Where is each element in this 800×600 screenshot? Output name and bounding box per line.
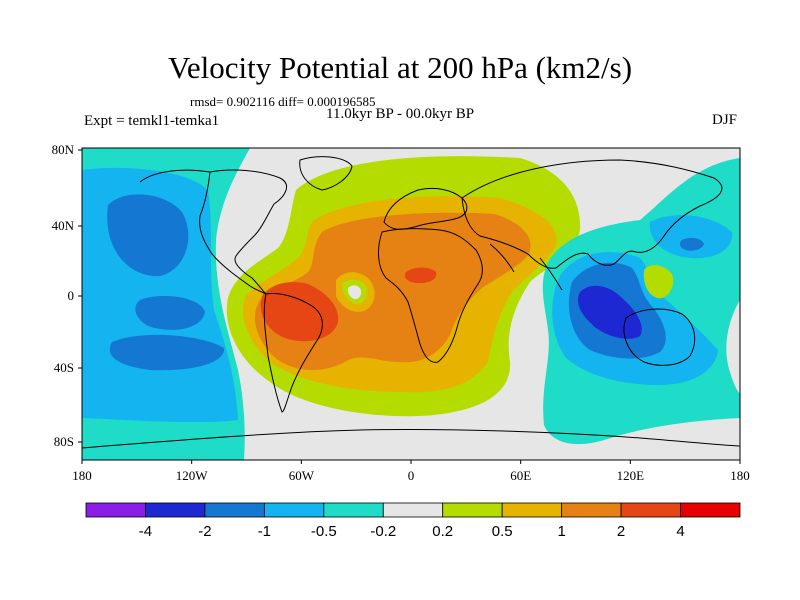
- pacific-mid-blue-center: [135, 296, 205, 330]
- lat-tick-label: 0: [68, 288, 75, 303]
- colorbar-swatch: [680, 502, 741, 518]
- map-title: Velocity Potential at 200 hPa (km2/s): [167, 50, 633, 85]
- africa-coast: [378, 228, 483, 363]
- colorbar-label: -1: [258, 523, 271, 540]
- west-pacific-yellow-green-blob: [643, 265, 674, 299]
- pacific-mid-blue-north: [107, 194, 189, 277]
- period-label: 11.0kyr BP - 00.0kyr BP: [326, 106, 475, 122]
- colorbar-swatch: [323, 502, 384, 518]
- longitude-axis: 180 120W 60W 0 60E 120E 180: [72, 460, 750, 483]
- colorbar-label: 0.2: [432, 523, 453, 540]
- lon-tick-label: 60E: [510, 468, 531, 483]
- lon-tick-label: 60W: [289, 468, 315, 483]
- coastlines: [82, 156, 740, 449]
- colorbar-swatch: [145, 502, 206, 518]
- season-label: DJF: [712, 112, 738, 128]
- lon-tick-label: 120E: [617, 468, 645, 483]
- colorbar-label: 1: [557, 523, 565, 540]
- stats-line: rmsd= 0.902116 diff= 0.000196585: [190, 94, 376, 109]
- australia-coast: [623, 308, 696, 366]
- lat-tick-label: 80S: [54, 434, 74, 449]
- pacific-mid-blue-south: [109, 334, 225, 371]
- colorbar-swatch: [204, 502, 265, 518]
- arabia-india-coast: [489, 243, 563, 291]
- lon-tick-label: 0: [408, 468, 415, 483]
- lon-tick-label: 180: [72, 468, 92, 483]
- south-america-coast: [263, 293, 323, 413]
- colorbar-label: -4: [139, 523, 152, 540]
- lat-tick-label: 80N: [52, 142, 75, 157]
- lon-tick-label: 180: [730, 468, 750, 483]
- colorbar-swatch: [263, 502, 325, 518]
- greenland-coast: [299, 156, 353, 191]
- contour-fields: [82, 148, 740, 460]
- colorbar-swatch: [85, 502, 146, 518]
- europe-coast: [383, 187, 468, 230]
- antarctica-coast: [82, 428, 740, 449]
- colorbar-label: 2: [617, 523, 625, 540]
- colorbar-swatch: [442, 502, 503, 518]
- africa-red-orange-core: [404, 267, 437, 284]
- lat-tick-label: 40S: [54, 360, 74, 375]
- amazon-red-orange-core: [260, 282, 339, 342]
- colorbar-label: 4: [676, 523, 684, 540]
- lon-tick-label: 120W: [176, 468, 209, 483]
- north-pacific-cyan-region: [649, 215, 733, 259]
- east-pacific-neutral-tongue: [726, 300, 740, 394]
- experiment-label: Expt = temkl1-temka1: [84, 113, 220, 129]
- colorbar-swatch: [620, 502, 681, 518]
- colorbar-swatch: [382, 502, 444, 518]
- colorbar-label: -0.5: [311, 523, 337, 540]
- north-pacific-mid-blue-core: [679, 237, 704, 251]
- equatorial-atlantic-neutral-cut: [347, 285, 362, 300]
- north-america-coast: [139, 169, 288, 295]
- colorbar: -4 -2 -1 -0.5 -0.2 0.2 0.5 1 2 4: [85, 502, 741, 540]
- north-america-west-coast: [199, 171, 267, 295]
- colorbar-label: -2: [198, 523, 211, 540]
- colorbar-swatch: [561, 502, 622, 518]
- colorbar-label: -0.2: [370, 523, 396, 540]
- colorbar-swatch: [501, 502, 563, 518]
- indo-pacific-deep-blue-core: [577, 285, 642, 339]
- lat-tick-label: 40N: [52, 218, 75, 233]
- asia-coast: [461, 159, 723, 269]
- latitude-axis: 80N 40N 0 40S 80S: [52, 142, 82, 449]
- colorbar-label: 0.5: [492, 523, 513, 540]
